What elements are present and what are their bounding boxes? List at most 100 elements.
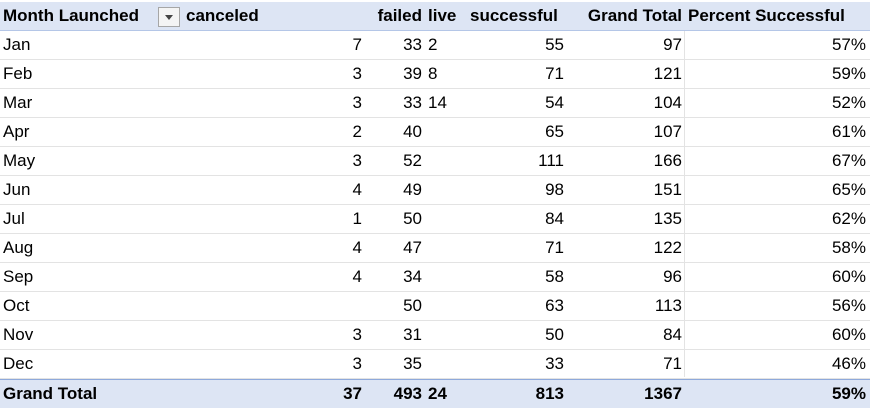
cell-successful[interactable]: 58 — [545, 267, 564, 286]
cell-percent-successful[interactable]: 56% — [831, 296, 866, 315]
header-successful[interactable]: successful — [470, 6, 558, 25]
header-month-launched[interactable]: Month Launched — [3, 6, 139, 25]
cell-canceled[interactable]: 3 — [352, 93, 362, 112]
cell-live[interactable] — [424, 118, 466, 146]
cell-live[interactable] — [424, 263, 466, 291]
cell-percent-successful[interactable]: 62% — [831, 209, 866, 228]
cell-live[interactable]: 2 — [428, 35, 438, 54]
cell-percent-successful[interactable]: 60% — [831, 325, 866, 344]
cell-canceled[interactable]: 4 — [352, 180, 362, 199]
cell-live[interactable]: 8 — [428, 64, 438, 83]
cell-month[interactable]: Aug — [3, 238, 34, 257]
cell-successful[interactable]: 111 — [538, 151, 564, 170]
cell-percent-successful[interactable]: 59% — [831, 64, 866, 83]
cell-successful[interactable]: 63 — [545, 296, 564, 315]
cell-grand-total[interactable]: 122 — [653, 238, 682, 257]
cell-live[interactable] — [424, 205, 466, 233]
cell-canceled[interactable]: 1 — [352, 209, 362, 228]
cell-successful[interactable]: 71 — [545, 64, 564, 83]
total-successful[interactable]: 813 — [535, 384, 564, 403]
cell-grand-total[interactable]: 113 — [654, 296, 682, 315]
cell-percent-successful[interactable]: 61% — [831, 122, 866, 141]
cell-month[interactable]: Nov — [3, 325, 34, 344]
cell-percent-successful[interactable]: 67% — [831, 151, 866, 170]
cell-live[interactable]: 14 — [428, 93, 447, 112]
cell-percent-successful[interactable]: 52% — [831, 93, 866, 112]
cell-failed[interactable]: 50 — [403, 209, 422, 228]
total-canceled[interactable]: 37 — [343, 384, 362, 403]
cell-canceled[interactable] — [186, 292, 364, 320]
cell-failed[interactable]: 50 — [403, 296, 422, 315]
cell-percent-successful[interactable]: 65% — [831, 180, 866, 199]
header-grand-total[interactable]: Grand Total — [587, 6, 682, 25]
cell-grand-total[interactable]: 71 — [663, 354, 682, 373]
cell-grand-total[interactable]: 135 — [653, 209, 682, 228]
header-failed[interactable]: failed — [377, 6, 422, 25]
grand-total-row: Grand Total 37 493 24 813 1367 59% — [0, 379, 870, 408]
cell-grand-total[interactable]: 166 — [653, 151, 682, 170]
cell-successful[interactable]: 84 — [545, 209, 564, 228]
cell-canceled[interactable]: 2 — [352, 122, 362, 141]
total-label[interactable]: Grand Total — [3, 384, 98, 403]
cell-canceled[interactable]: 3 — [352, 325, 362, 344]
month-filter-button[interactable] — [158, 7, 180, 27]
cell-live[interactable] — [424, 234, 466, 262]
cell-percent-successful[interactable]: 46% — [831, 354, 866, 373]
header-percent-successful[interactable]: Percent Successful — [688, 6, 845, 25]
cell-failed[interactable]: 39 — [403, 64, 422, 83]
cell-grand-total[interactable]: 121 — [653, 64, 682, 83]
cell-successful[interactable]: 98 — [545, 180, 564, 199]
cell-grand-total[interactable]: 84 — [663, 325, 682, 344]
cell-month[interactable]: Mar — [3, 93, 33, 112]
cell-live[interactable] — [424, 350, 466, 378]
total-grand-total[interactable]: 1367 — [644, 384, 682, 403]
cell-successful[interactable]: 55 — [545, 35, 564, 54]
cell-grand-total[interactable]: 96 — [663, 267, 682, 286]
cell-successful[interactable]: 71 — [545, 238, 564, 257]
cell-percent-successful[interactable]: 58% — [831, 238, 866, 257]
cell-grand-total[interactable]: 104 — [653, 93, 682, 112]
cell-failed[interactable]: 34 — [403, 267, 422, 286]
cell-grand-total[interactable]: 107 — [653, 122, 682, 141]
cell-canceled[interactable]: 4 — [352, 238, 362, 257]
cell-canceled[interactable]: 4 — [352, 267, 362, 286]
cell-percent-successful[interactable]: 60% — [831, 267, 866, 286]
cell-month[interactable]: Feb — [3, 64, 33, 83]
cell-month[interactable]: Sep — [3, 267, 34, 286]
cell-failed[interactable]: 33 — [403, 93, 422, 112]
cell-canceled[interactable]: 7 — [352, 35, 362, 54]
cell-grand-total[interactable]: 97 — [663, 35, 682, 54]
cell-month[interactable]: Apr — [3, 122, 30, 141]
cell-live[interactable] — [424, 176, 466, 204]
cell-live[interactable] — [424, 321, 466, 349]
header-live[interactable]: live — [428, 6, 457, 25]
total-percent-successful[interactable]: 59% — [831, 384, 866, 403]
cell-failed[interactable]: 52 — [403, 151, 422, 170]
cell-percent-successful[interactable]: 57% — [831, 35, 866, 54]
cell-successful[interactable]: 54 — [545, 93, 564, 112]
total-live[interactable]: 24 — [428, 384, 447, 403]
cell-month[interactable]: May — [3, 151, 36, 170]
cell-successful[interactable]: 50 — [545, 325, 564, 344]
cell-failed[interactable]: 33 — [403, 35, 422, 54]
cell-failed[interactable]: 31 — [403, 325, 422, 344]
cell-month[interactable]: Jun — [3, 180, 31, 199]
cell-canceled[interactable]: 3 — [352, 64, 362, 83]
header-canceled[interactable]: canceled — [186, 6, 259, 25]
cell-failed[interactable]: 49 — [403, 180, 422, 199]
total-failed[interactable]: 493 — [393, 384, 422, 403]
cell-canceled[interactable]: 3 — [352, 354, 362, 373]
cell-successful[interactable]: 65 — [545, 122, 564, 141]
cell-successful[interactable]: 33 — [545, 354, 564, 373]
cell-live[interactable] — [424, 292, 466, 320]
cell-canceled[interactable]: 3 — [352, 151, 362, 170]
cell-live[interactable] — [424, 147, 466, 175]
cell-failed[interactable]: 47 — [403, 238, 422, 257]
cell-failed[interactable]: 40 — [403, 122, 422, 141]
cell-failed[interactable]: 35 — [403, 354, 422, 373]
cell-grand-total[interactable]: 151 — [653, 180, 682, 199]
cell-month[interactable]: Jul — [3, 209, 25, 228]
cell-month[interactable]: Dec — [3, 354, 34, 373]
cell-month[interactable]: Oct — [3, 296, 30, 315]
cell-month[interactable]: Jan — [3, 35, 31, 54]
